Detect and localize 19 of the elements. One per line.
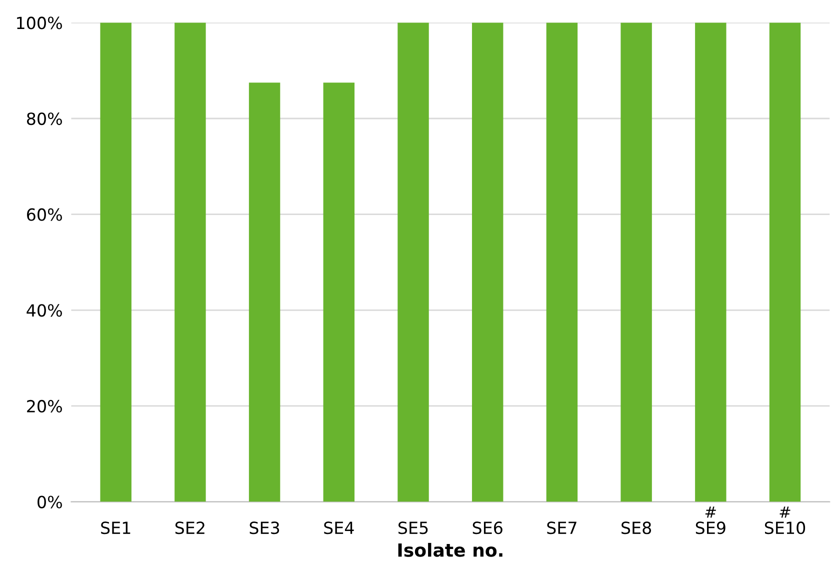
y-tick-label: 60% — [27, 208, 62, 221]
y-tick-label: 80% — [26, 112, 62, 126]
annotation: # — [705, 506, 716, 518]
x-axis-title: Isolate no. — [398, 542, 502, 557]
x-tick-label: SE6 — [472, 522, 502, 534]
x-tick-label: SE10 — [764, 522, 806, 534]
x-tick-label: SE2 — [175, 522, 204, 534]
y-tick-label: 20% — [27, 400, 62, 413]
y-tick-label: 0% — [38, 496, 62, 508]
x-tick-label: SE4 — [324, 522, 354, 534]
x-tick-label: SE1 — [101, 522, 130, 534]
x-tick-label: SE3 — [250, 522, 280, 534]
annotation: # — [780, 506, 790, 518]
y-tick-label: 40% — [26, 304, 62, 317]
x-tick-label: SE9 — [696, 522, 726, 534]
x-tick-label: SE8 — [622, 522, 652, 534]
x-tick-label: SE5 — [398, 522, 428, 534]
x-tick-label: SE7 — [547, 522, 576, 534]
y-tick-label: 100% — [17, 16, 62, 30]
